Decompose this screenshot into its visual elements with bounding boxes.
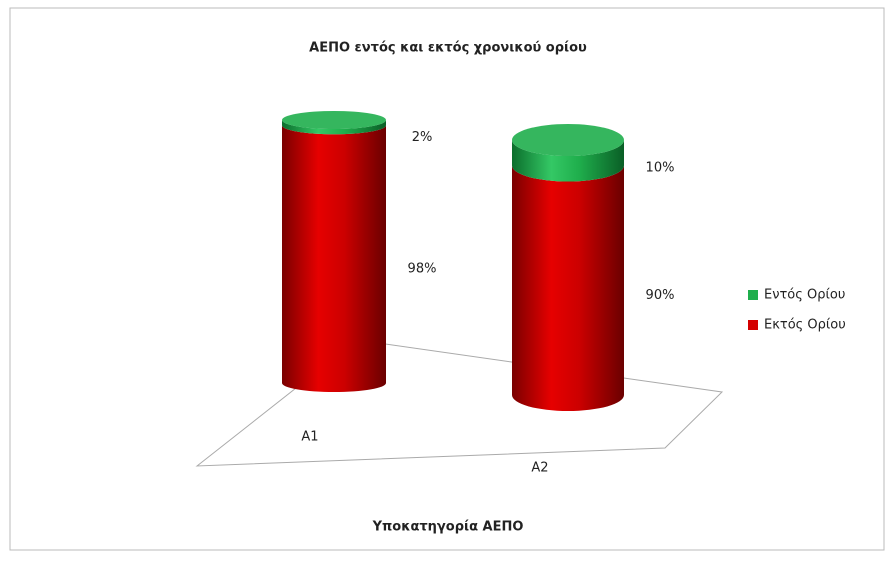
cylinder-segment bbox=[282, 125, 386, 392]
value-label: 98% bbox=[408, 262, 437, 277]
cylinder-top bbox=[282, 111, 386, 129]
x-axis-title: Υποκατηγορία ΑΕΠΟ bbox=[372, 520, 524, 535]
x-tick-label: A1 bbox=[301, 430, 318, 445]
cylinder-segment bbox=[512, 140, 624, 182]
chart-title: ΑΕΠΟ εντός και εκτός χρονικού ορίου bbox=[309, 41, 587, 56]
value-label: 2% bbox=[412, 130, 433, 145]
x-tick-label: A2 bbox=[531, 461, 548, 476]
value-label: 10% bbox=[646, 160, 675, 175]
cylinder-top bbox=[512, 124, 624, 156]
legend-swatch bbox=[748, 320, 758, 330]
value-label: 90% bbox=[646, 288, 675, 303]
cylinder-segment bbox=[282, 120, 386, 135]
legend-swatch bbox=[748, 290, 758, 300]
chart-border bbox=[9, 7, 885, 551]
legend-label: Εκτός Ορίου bbox=[764, 318, 846, 333]
legend-label: Εντός Ορίου bbox=[764, 288, 845, 303]
cylinder-segment bbox=[512, 165, 624, 411]
